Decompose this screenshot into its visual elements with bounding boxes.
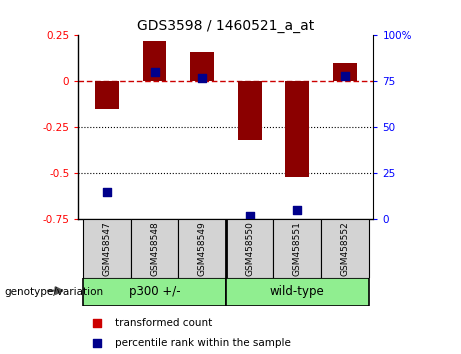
- Text: GSM458552: GSM458552: [340, 221, 349, 276]
- Text: percentile rank within the sample: percentile rank within the sample: [115, 338, 291, 348]
- Point: [93, 321, 100, 326]
- Bar: [178, 219, 226, 278]
- Text: GSM458551: GSM458551: [293, 221, 302, 276]
- Point: [341, 73, 349, 79]
- Bar: [190, 52, 214, 81]
- Point: [198, 75, 206, 81]
- Bar: [95, 81, 119, 109]
- Text: genotype/variation: genotype/variation: [5, 287, 104, 297]
- Point: [294, 207, 301, 213]
- Text: wild-type: wild-type: [270, 285, 325, 298]
- Text: p300 +/-: p300 +/-: [129, 285, 180, 298]
- Bar: [238, 81, 261, 140]
- Bar: [273, 219, 321, 278]
- Bar: [226, 278, 369, 306]
- Bar: [333, 63, 357, 81]
- Point: [246, 213, 254, 219]
- Bar: [321, 219, 369, 278]
- Bar: [83, 278, 226, 306]
- Text: GSM458550: GSM458550: [245, 221, 254, 276]
- Text: GSM458547: GSM458547: [102, 221, 112, 276]
- Text: GSM458548: GSM458548: [150, 221, 159, 276]
- Text: GSM458549: GSM458549: [198, 221, 207, 276]
- Point: [93, 341, 100, 346]
- Point: [151, 69, 158, 75]
- Title: GDS3598 / 1460521_a_at: GDS3598 / 1460521_a_at: [137, 19, 314, 33]
- Bar: [285, 81, 309, 177]
- Bar: [226, 219, 273, 278]
- Bar: [131, 219, 178, 278]
- Bar: [142, 41, 166, 81]
- Text: transformed count: transformed count: [115, 318, 213, 329]
- Point: [103, 189, 111, 195]
- Bar: [83, 219, 131, 278]
